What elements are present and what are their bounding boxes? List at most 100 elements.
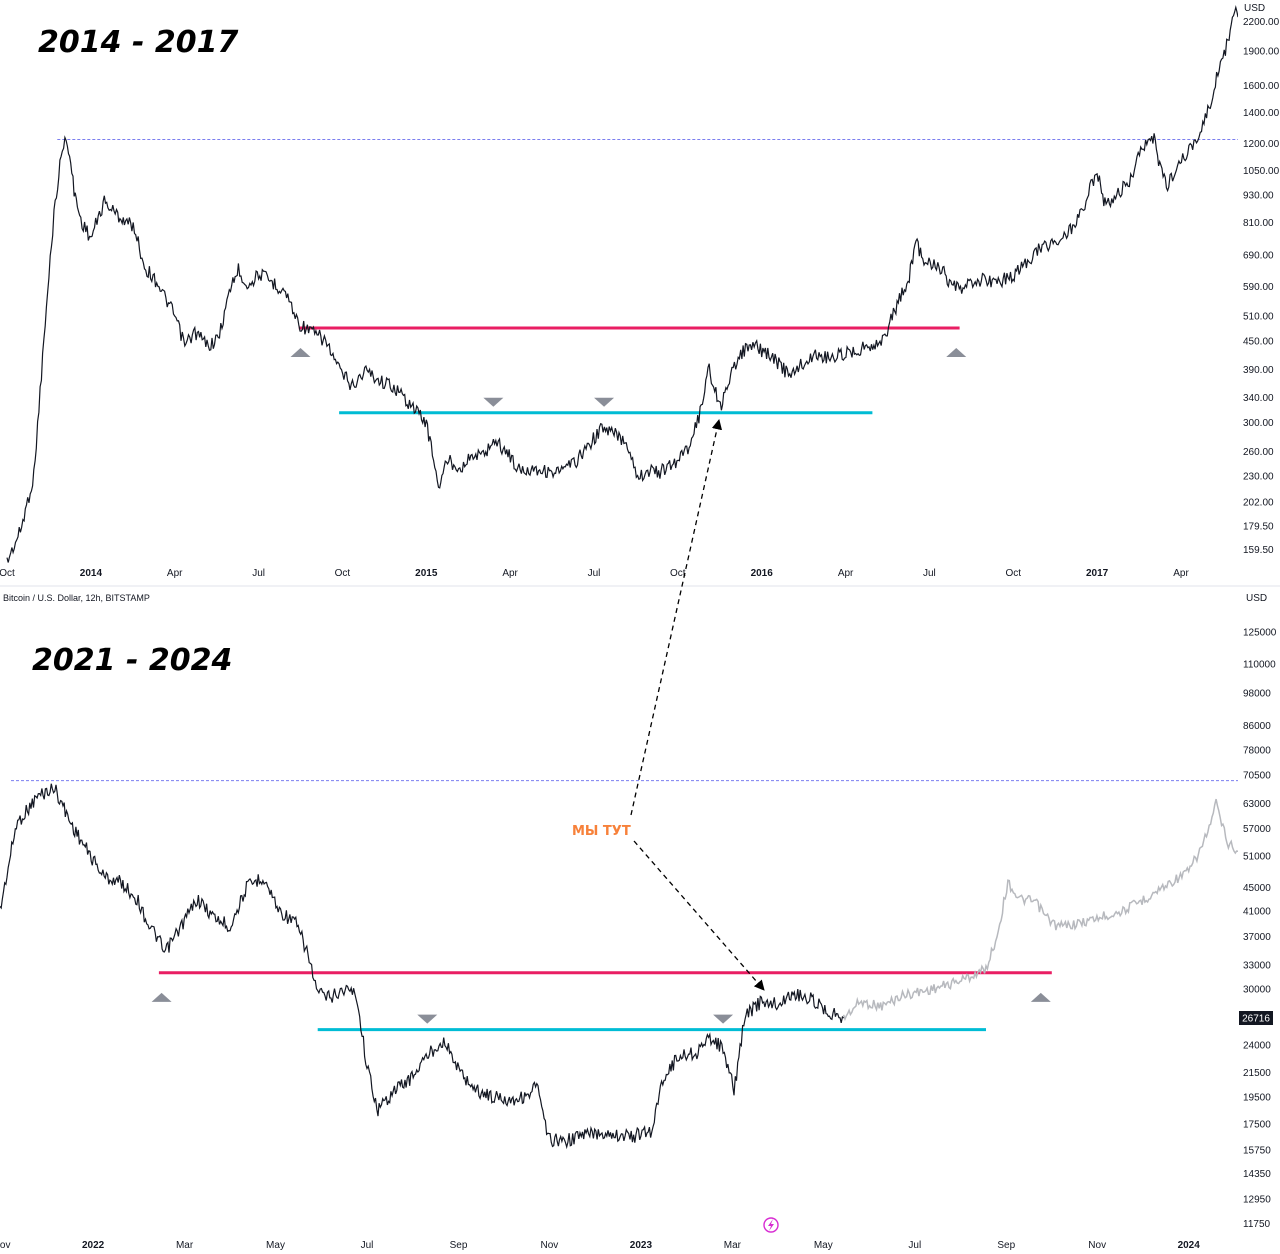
y-tick-label: 1050.00 — [1243, 166, 1280, 177]
y-tick-label: 590.00 — [1243, 282, 1274, 293]
x-tick-label: 2014 — [80, 568, 103, 579]
triangle-down-marker — [594, 397, 615, 407]
x-tick-label: Jul — [908, 1240, 921, 1251]
y-tick-label: 159.50 — [1243, 545, 1274, 556]
y-tick-label: 37000 — [1243, 932, 1271, 943]
y-tick-label: 510.00 — [1243, 311, 1274, 322]
y-tick-label: 179.50 — [1243, 521, 1274, 532]
y-tick-label: 230.00 — [1243, 472, 1274, 483]
last-price-label: 26716 — [1242, 1014, 1270, 1025]
x-tick-label: Mar — [724, 1240, 742, 1251]
chart-panel-2021-2024: Bitcoin / U.S. Dollar, 12h, BITSTAMP USD… — [0, 593, 1277, 1251]
y-tick-label: 300.00 — [1243, 418, 1274, 429]
triangle-up-marker — [151, 992, 172, 1002]
y-tick-label: 2200.00 — [1243, 17, 1280, 28]
y-tick-label: 45000 — [1243, 883, 1271, 894]
x-tick-label: Apr — [838, 568, 854, 579]
x-tick-label: Apr — [1173, 568, 1189, 579]
x-tick-label: Oct — [0, 568, 15, 579]
bottom-x-axis: Nov 2022 Mar May Jul Sep Nov 2023 Mar May Jul Sep No… — [0, 1240, 1200, 1251]
top-period-title: 2014 - 2017 — [38, 25, 238, 60]
y-tick-label: 24000 — [1243, 1040, 1271, 1051]
current-position-arrow — [633, 840, 765, 991]
y-tick-label: 15750 — [1243, 1146, 1271, 1157]
y-tick-label: 14350 — [1243, 1169, 1271, 1180]
bottom-axis-unit: USD — [1246, 593, 1267, 604]
triangle-down-marker — [713, 1014, 734, 1024]
y-tick-label: 17500 — [1243, 1119, 1271, 1130]
top-y-axis: 2200.00 1900.00 1600.00 1400.00 1200.00 1050.… — [1243, 17, 1280, 556]
triangle-up-marker — [946, 347, 967, 357]
y-tick-label: 390.00 — [1243, 365, 1274, 376]
bottom-y-axis: 125000 110000 98000 86000 78000 70500 63000 570… — [1243, 627, 1277, 1230]
y-tick-label: 202.00 — [1243, 498, 1274, 509]
chart-panel-2014-2017: USD 2200.00 1900.00 1600.00 1400.00 1200.00 1… — [0, 3, 1280, 579]
bottom-markers — [151, 992, 1051, 1024]
y-tick-label: 57000 — [1243, 824, 1271, 835]
y-tick-label: 30000 — [1243, 985, 1271, 996]
we-are-here-label: МЫ ТУТ — [572, 824, 631, 839]
bottom-price-series — [0, 783, 844, 1150]
x-tick-label: 2017 — [1086, 568, 1109, 579]
y-tick-label: 19500 — [1243, 1092, 1271, 1103]
x-tick-label: 2023 — [630, 1240, 653, 1251]
y-tick-label: 690.00 — [1243, 251, 1274, 262]
top-x-axis: Oct 2014 Apr Jul Oct 2015 Apr Jul Oct 2016 Apr Jul O… — [0, 568, 1189, 579]
x-tick-label: 2015 — [415, 568, 438, 579]
lightning-icon[interactable] — [763, 1217, 779, 1233]
y-tick-label: 125000 — [1243, 627, 1277, 638]
y-tick-label: 51000 — [1243, 852, 1271, 863]
y-tick-label: 930.00 — [1243, 190, 1274, 201]
triangle-up-marker — [1030, 992, 1051, 1002]
triangle-down-marker — [417, 1014, 438, 1024]
x-tick-label: 2022 — [82, 1240, 105, 1251]
x-tick-label: Mar — [176, 1240, 194, 1251]
y-tick-label: 810.00 — [1243, 218, 1274, 229]
y-tick-label: 21500 — [1243, 1068, 1271, 1079]
x-tick-label: Jul — [923, 568, 936, 579]
y-tick-label: 11750 — [1243, 1219, 1271, 1230]
x-tick-label: Oct — [335, 568, 351, 579]
x-tick-label: Sep — [450, 1240, 468, 1251]
fractal-link-arrow — [630, 418, 723, 816]
y-tick-label: 110000 — [1243, 659, 1276, 670]
x-tick-label: Nov — [1088, 1240, 1106, 1251]
y-tick-label: 41000 — [1243, 906, 1271, 917]
x-tick-label: May — [266, 1240, 285, 1251]
y-tick-label: 340.00 — [1243, 393, 1274, 404]
bottom-period-title: 2021 - 2024 — [32, 643, 232, 678]
y-tick-label: 260.00 — [1243, 447, 1274, 458]
y-tick-label: 1400.00 — [1243, 108, 1280, 119]
x-tick-label: Nov — [0, 1240, 10, 1251]
x-tick-label: Jul — [361, 1240, 374, 1251]
y-tick-label: 450.00 — [1243, 337, 1274, 348]
top-axis-unit: USD — [1244, 3, 1265, 14]
y-tick-label: 12950 — [1243, 1195, 1271, 1206]
y-tick-label: 78000 — [1243, 745, 1271, 756]
y-tick-label: 86000 — [1243, 721, 1271, 732]
x-tick-label: Nov — [541, 1240, 559, 1251]
triangle-down-marker — [483, 397, 504, 407]
symbol-label: Bitcoin / U.S. Dollar, 12h, BITSTAMP — [3, 593, 150, 603]
y-tick-label: 70500 — [1243, 771, 1271, 782]
x-tick-label: 2024 — [1178, 1240, 1201, 1251]
x-tick-label: 2016 — [751, 568, 774, 579]
last-price-badge: 26716 — [1239, 1011, 1273, 1025]
x-tick-label: Sep — [997, 1240, 1015, 1251]
y-tick-label: 1200.00 — [1243, 139, 1280, 150]
x-tick-label: Apr — [167, 568, 183, 579]
triangle-up-marker — [290, 347, 311, 357]
x-tick-label: May — [814, 1240, 833, 1251]
x-tick-label: Oct — [670, 568, 686, 579]
x-tick-label: Jul — [588, 568, 601, 579]
y-tick-label: 98000 — [1243, 688, 1271, 699]
top-markers — [290, 347, 967, 407]
x-tick-label: Jul — [252, 568, 265, 579]
y-tick-label: 63000 — [1243, 799, 1271, 810]
x-tick-label: Apr — [502, 568, 518, 579]
y-tick-label: 1900.00 — [1243, 47, 1280, 58]
bottom-projection-series — [842, 798, 1238, 1022]
x-tick-label: Oct — [1006, 568, 1022, 579]
y-tick-label: 1600.00 — [1243, 81, 1280, 92]
